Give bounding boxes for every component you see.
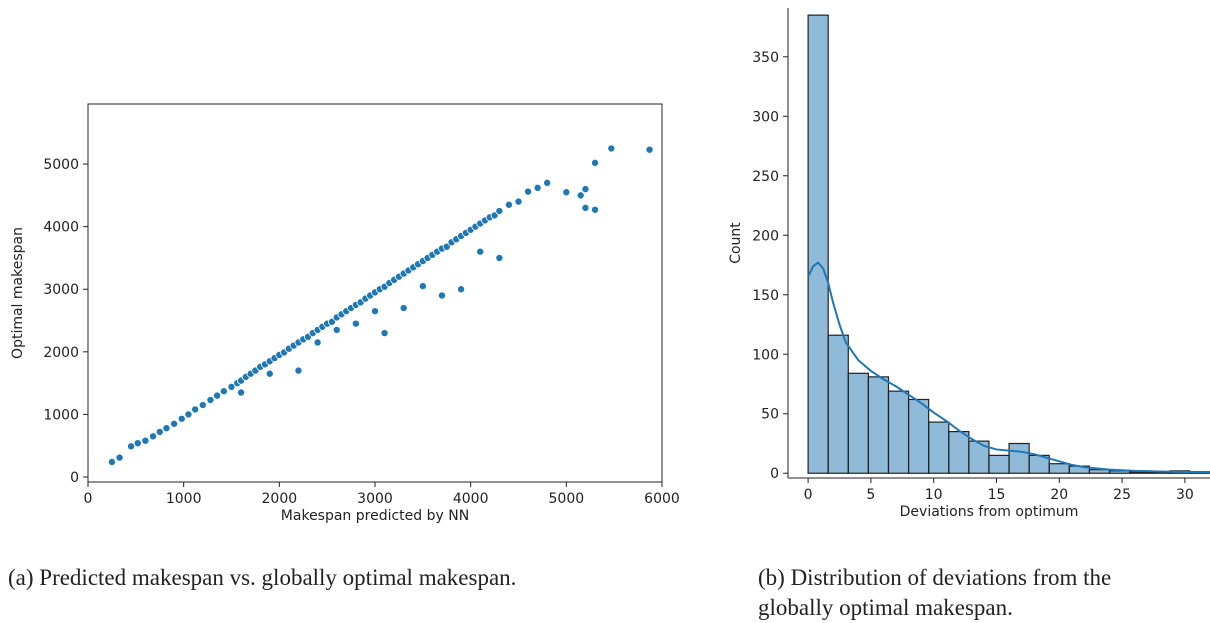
point [198,401,207,410]
kde-line [807,261,1210,474]
x-tick-label: 15 [988,487,1006,503]
point [184,410,193,419]
bar [847,372,869,474]
point [399,304,408,313]
point [476,247,485,256]
x-tick-label: 25 [1113,487,1131,503]
point [533,183,542,192]
point [504,200,513,209]
x-tick-label: 1000 [166,491,202,507]
y-axis-label: Count [728,222,744,264]
point [141,436,150,445]
point [149,432,158,441]
bar [887,390,910,474]
point [127,442,136,451]
point [581,203,590,212]
point [313,338,322,347]
point [227,382,236,391]
x-tick-label: 5 [866,487,875,503]
y-tick-label: 350 [752,50,779,66]
x-tick-label: 0 [84,491,93,507]
x-tick-label: 0 [804,487,813,503]
y-tick-label: 150 [752,288,779,304]
point [591,158,600,167]
y-tick-label: 200 [752,228,779,244]
point [162,424,171,433]
y-tick-label: 4000 [43,220,79,236]
bar [928,421,950,474]
point [206,396,215,405]
x-tick-label: 20 [1050,487,1068,503]
point [380,329,389,338]
x-tick-label: 30 [1176,487,1194,503]
y-tick-label: 300 [752,109,779,125]
x-axis-label: Makespan predicted by NN [281,508,469,524]
y-tick-label: 50 [761,407,779,423]
point [115,453,124,462]
bar [907,398,930,474]
point [213,391,222,400]
point [457,285,466,294]
bar [948,430,970,474]
point [351,319,360,328]
point [237,388,246,397]
point [495,253,504,262]
point [581,185,590,194]
bar [1048,463,1070,474]
y-tick-label: 0 [770,466,779,482]
bar [1008,442,1030,474]
axes-frame [87,103,663,483]
point [294,366,303,375]
y-tick-label: 1000 [43,407,79,423]
caption: (b) Distribution of deviations from the … [758,565,1112,620]
caption: (a) Predicted makespan vs. globally opti… [8,565,517,590]
x-tick-label: 5000 [549,491,585,507]
y-tick-label: 2000 [43,345,79,361]
point [495,207,504,216]
y-tick-label: 3000 [43,282,79,298]
x-tick-label: 10 [925,487,943,503]
x-tick-label: 3000 [357,491,393,507]
point [170,419,179,428]
point [576,191,585,200]
point [107,457,116,466]
x-tick-label: 2000 [262,491,298,507]
point [155,427,164,436]
point [607,144,616,153]
point [265,369,274,378]
point [370,307,379,316]
point [332,325,341,334]
y-tick-label: 5000 [43,157,79,173]
bar [807,14,829,474]
bar [988,454,1010,474]
y-tick-label: 100 [752,347,779,363]
point [133,439,142,448]
y-axis-label: Optimal makespan [10,227,26,359]
point [219,387,228,396]
point [437,291,446,300]
x-axis-label: Deviations from optimum [900,504,1079,520]
point [418,282,427,291]
point [645,145,654,154]
bar [867,376,890,474]
x-tick-label: 4000 [453,491,489,507]
point [191,405,200,414]
x-tick-label: 6000 [644,491,680,507]
point [524,187,533,196]
y-tick-label: 250 [752,169,779,185]
point [591,205,600,214]
y-tick-label: 0 [70,470,79,486]
bar [1129,471,1151,474]
point [177,414,186,423]
bar [827,334,849,474]
point [514,197,523,206]
point [543,178,552,187]
point [562,188,571,197]
